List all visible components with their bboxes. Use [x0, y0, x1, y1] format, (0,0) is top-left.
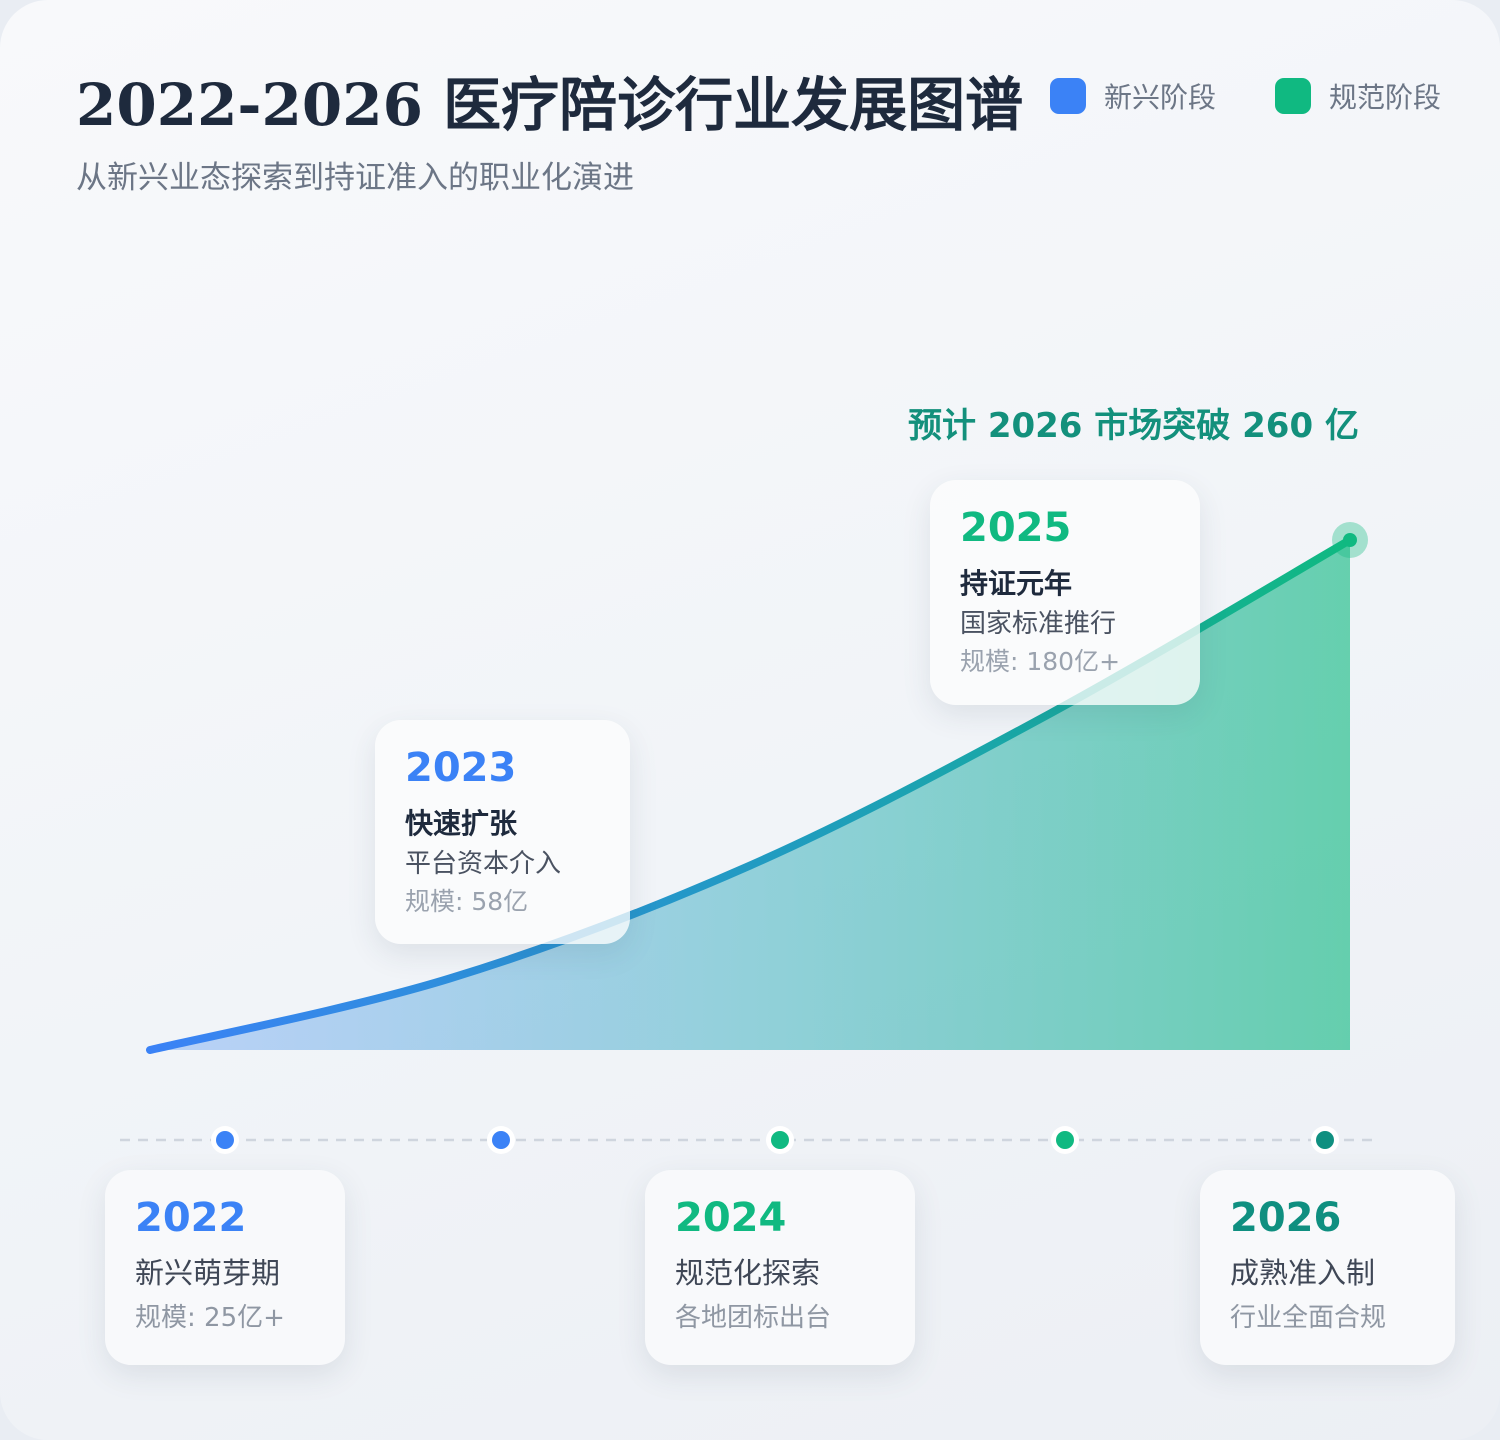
legend-swatch-regulated — [1275, 78, 1311, 114]
annotation-title: 持证元年 — [960, 567, 1073, 600]
annotation-meta: 规模: 58亿 — [405, 887, 529, 916]
timeline-dot-2025 — [1056, 1131, 1074, 1149]
timeline-meta: 行业全面合规 — [1230, 1303, 1387, 1333]
timeline-label: 新兴萌芽期 — [135, 1256, 281, 1290]
timeline-dot-2022 — [216, 1131, 234, 1149]
page-subtitle: 从新兴业态探索到持证准入的职业化演进 — [76, 160, 634, 196]
timeline-dot-2023 — [492, 1131, 510, 1149]
annotation-desc: 国家标准推行 — [960, 609, 1117, 639]
legend-label-regulated: 规范阶段 — [1329, 81, 1442, 114]
timeline-year: 2026 — [1230, 1195, 1342, 1241]
timeline-year: 2024 — [675, 1195, 787, 1241]
timeline-meta: 规模: 25亿+ — [135, 1303, 285, 1333]
legend-swatch-emerging — [1050, 78, 1086, 114]
timeline-dot-2026 — [1316, 1131, 1334, 1149]
timeline-label: 规范化探索 — [675, 1256, 821, 1290]
growth-area — [150, 540, 1350, 1050]
timeline-label: 成熟准入制 — [1230, 1256, 1376, 1290]
annotation-desc: 平台资本介入 — [405, 849, 562, 879]
annotation-meta: 规模: 180亿+ — [960, 647, 1121, 676]
legend-item-regulated: 规范阶段 — [1275, 76, 1441, 116]
annotation-title: 快速扩张 — [405, 807, 518, 840]
annotation-year: 2023 — [405, 745, 517, 791]
timeline-card-2026: 2026 成熟准入制 行业全面合规 — [1200, 1170, 1455, 1365]
market-forecast-callout: 预计 2026 市场突破 260 亿 — [908, 406, 1359, 446]
legend-label-emerging: 新兴阶段 — [1104, 81, 1217, 114]
annotation-box-2023: 2023 快速扩张 平台资本介入 规模: 58亿 — [375, 720, 630, 944]
timeline-year: 2022 — [135, 1195, 247, 1241]
annotation-year: 2025 — [960, 505, 1072, 551]
timeline-card-2024: 2024 规范化探索 各地团标出台 — [645, 1170, 915, 1365]
timeline-card-2022: 2022 新兴萌芽期 规模: 25亿+ — [105, 1170, 345, 1365]
timeline-dot-2024 — [771, 1131, 789, 1149]
annotation-box-2025: 2025 持证元年 国家标准推行 规模: 180亿+ — [930, 480, 1200, 705]
endpoint-marker — [1343, 533, 1357, 547]
timeline-meta: 各地团标出台 — [675, 1303, 832, 1333]
legend-item-emerging: 新兴阶段 — [1050, 76, 1216, 116]
page-title: 2022-2026 医疗陪诊行业发展图谱 — [76, 71, 1024, 139]
